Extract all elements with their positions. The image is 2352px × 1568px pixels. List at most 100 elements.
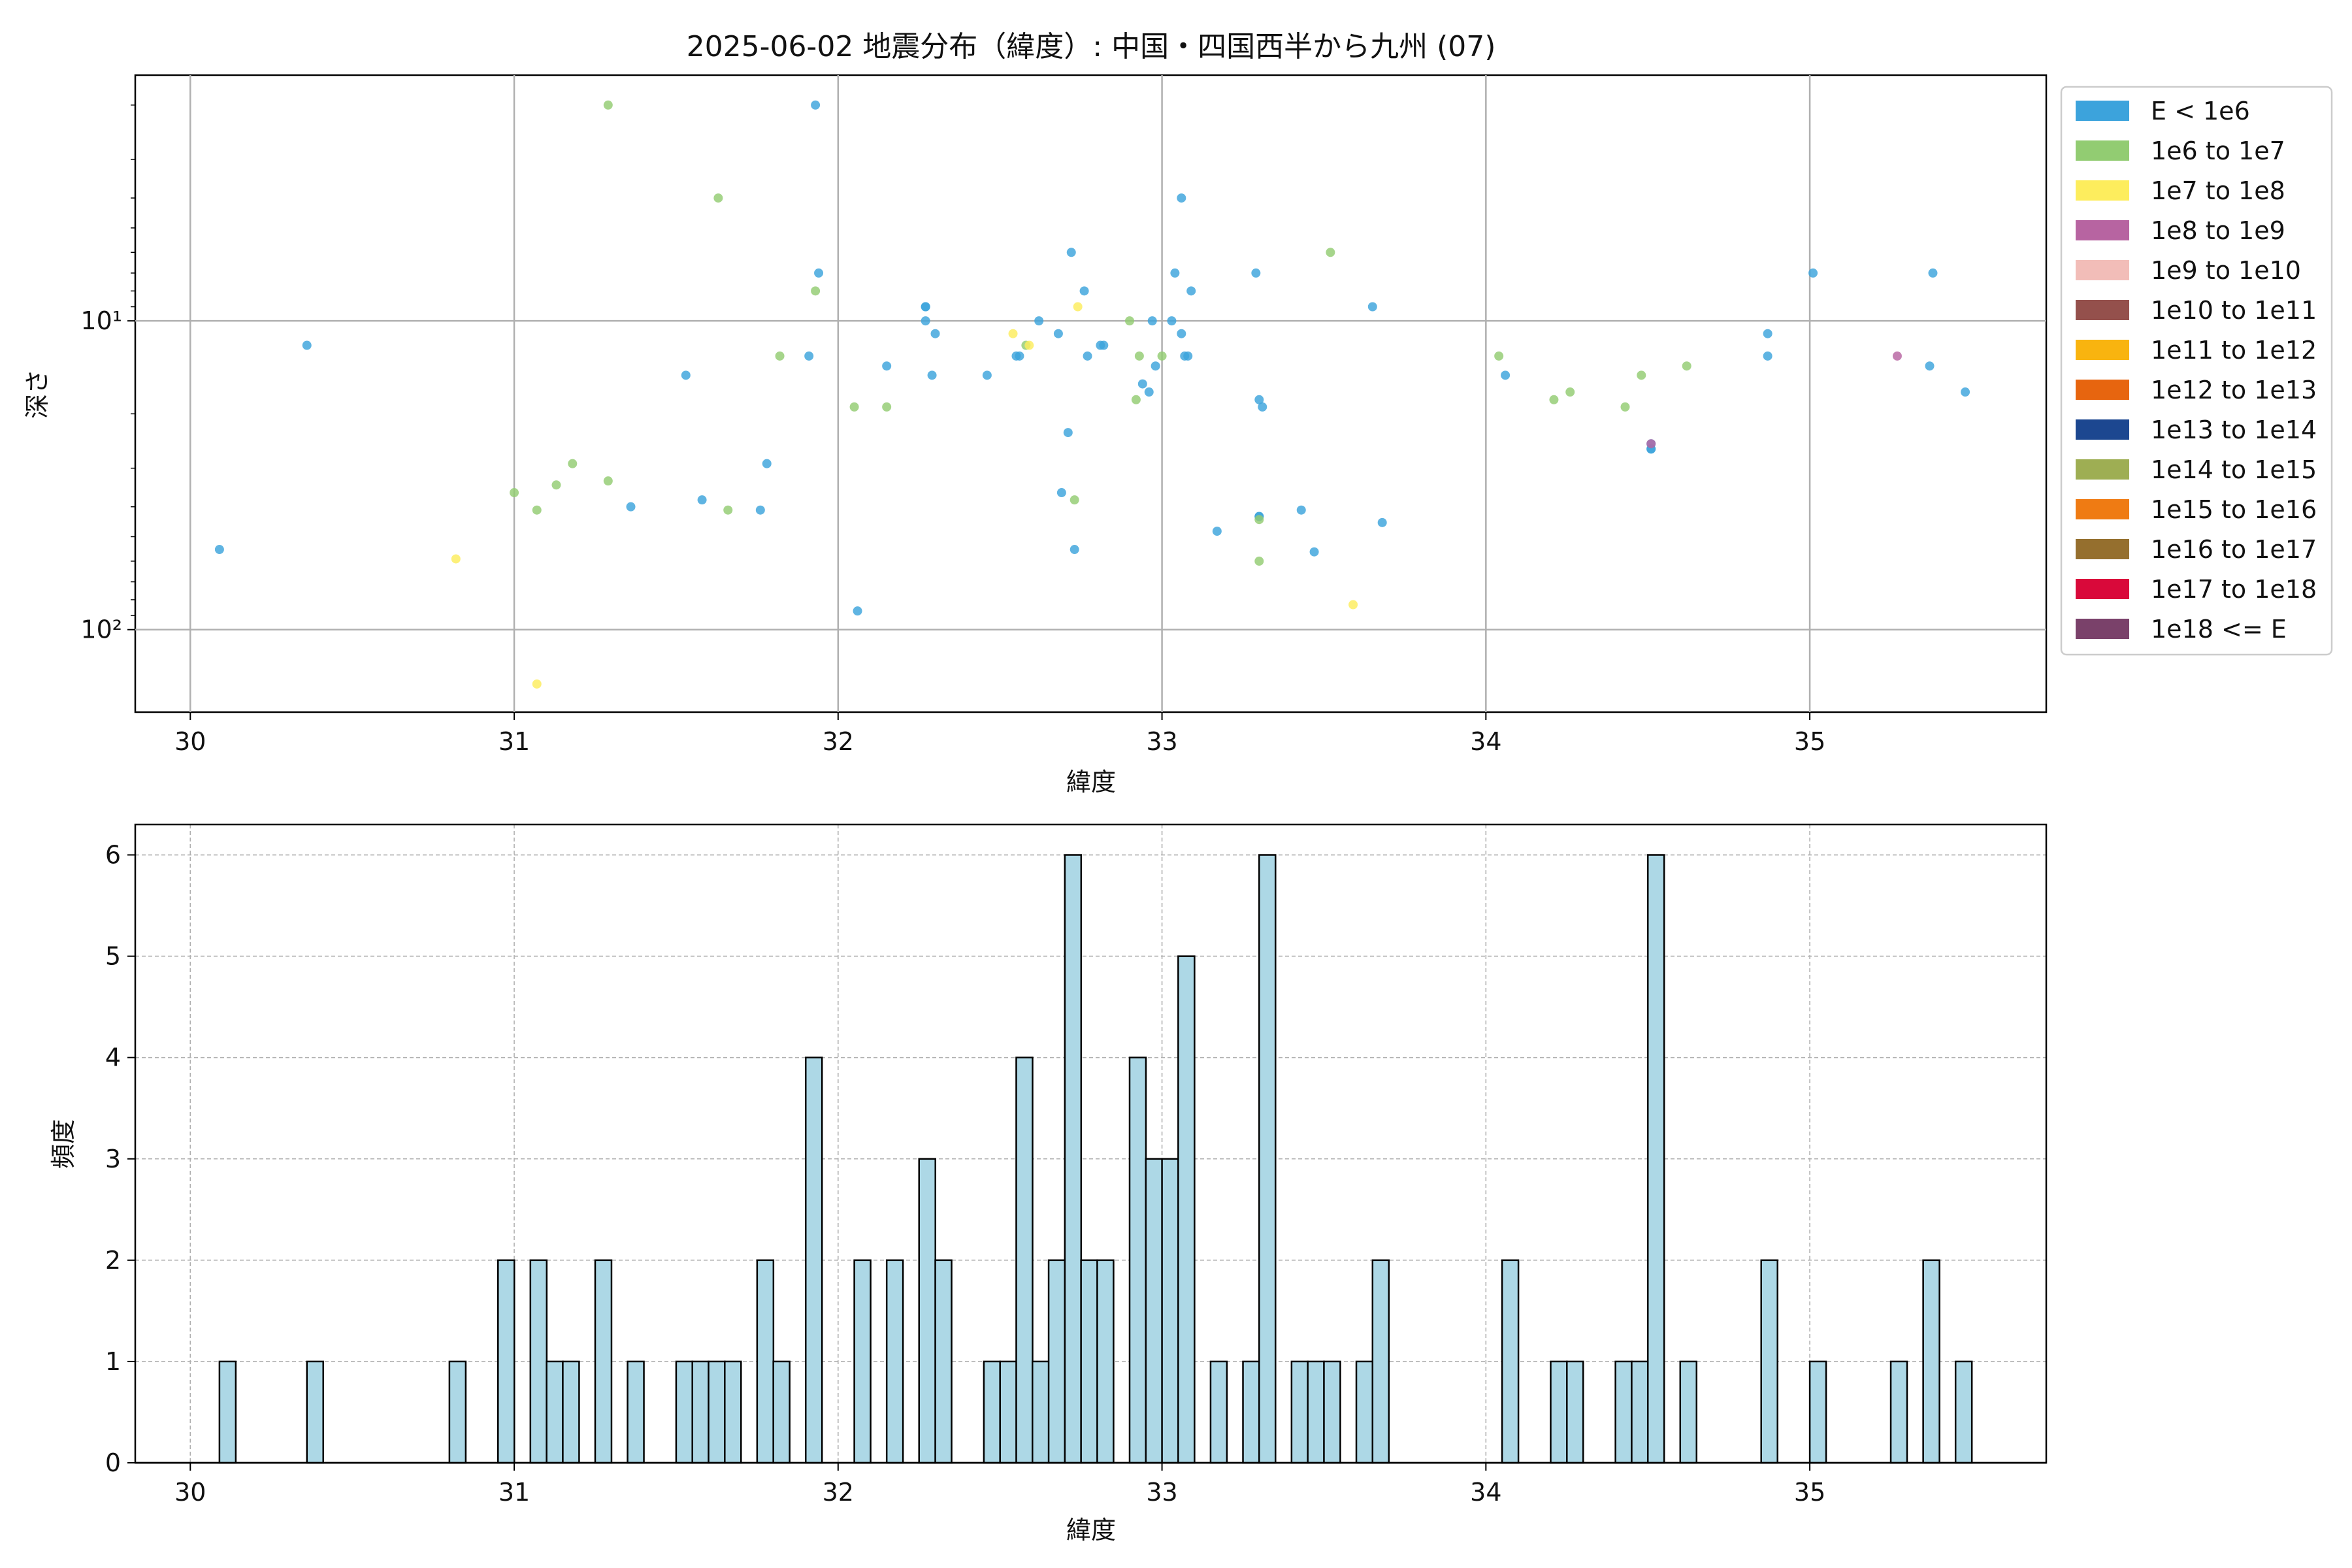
legend-label: 1e17 to 1e18 bbox=[2151, 575, 2317, 604]
scatter-point bbox=[814, 268, 824, 278]
histogram-bar bbox=[1242, 1360, 1260, 1464]
histogram-x-tick-label: 34 bbox=[1470, 1478, 1501, 1507]
scatter-point bbox=[681, 370, 691, 380]
scatter-x-tick-label: 35 bbox=[1794, 727, 1825, 756]
scatter-point bbox=[775, 351, 785, 361]
legend-label: 1e7 to 1e8 bbox=[2151, 176, 2285, 205]
scatter-point bbox=[1183, 351, 1193, 361]
histogram-bar bbox=[448, 1360, 467, 1464]
scatter-point bbox=[1070, 495, 1079, 505]
legend-swatch bbox=[2076, 499, 2129, 519]
scatter-x-tick-label: 32 bbox=[823, 727, 854, 756]
histogram-bar bbox=[1614, 1360, 1633, 1464]
scatter-point bbox=[1348, 600, 1358, 610]
scatter-point bbox=[1494, 351, 1504, 361]
scatter-point bbox=[762, 459, 772, 468]
histogram-bar bbox=[1209, 1360, 1228, 1464]
histogram-bar bbox=[1550, 1360, 1568, 1464]
histogram-bar bbox=[934, 1259, 953, 1464]
scatter-point bbox=[921, 302, 930, 312]
histogram-bar bbox=[562, 1360, 580, 1464]
scatter-point bbox=[1367, 302, 1377, 312]
scatter-point bbox=[1251, 268, 1261, 278]
histogram-x-tick-label: 30 bbox=[174, 1478, 206, 1507]
histogram-bar bbox=[804, 1056, 823, 1464]
legend-label: 1e16 to 1e17 bbox=[2151, 535, 2317, 564]
scatter-y-tick-label: 10¹ bbox=[80, 306, 122, 335]
scatter-point bbox=[1034, 316, 1044, 326]
histogram-y-axis-label: 頻度 bbox=[49, 1119, 78, 1169]
scatter-point bbox=[811, 286, 821, 296]
legend-swatch bbox=[2076, 260, 2129, 280]
scatter-x-tick-label: 34 bbox=[1470, 727, 1501, 756]
scatter-point bbox=[1925, 361, 1935, 371]
legend-swatch bbox=[2076, 340, 2129, 360]
scatter-point bbox=[849, 402, 859, 412]
scatter-point bbox=[1024, 340, 1034, 350]
scatter-point bbox=[532, 679, 542, 689]
scatter-point bbox=[1254, 515, 1264, 525]
legend-label: E < 1e6 bbox=[2151, 97, 2250, 125]
histogram-bar bbox=[1161, 1158, 1179, 1464]
scatter-point bbox=[1501, 370, 1511, 380]
scatter-point bbox=[1073, 302, 1083, 312]
histogram-y-tick-label: 5 bbox=[105, 942, 121, 971]
legend-frame bbox=[2060, 86, 2333, 656]
scatter-point bbox=[1147, 316, 1157, 326]
legend-label: 1e8 to 1e9 bbox=[2151, 216, 2285, 245]
legend-swatch bbox=[2076, 419, 2129, 440]
scatter-x-tick-label: 33 bbox=[1146, 727, 1177, 756]
histogram-y-tick-label: 3 bbox=[105, 1145, 121, 1173]
histogram-bar bbox=[1808, 1360, 1827, 1464]
legend-swatch bbox=[2076, 300, 2129, 320]
scatter-plot-area: 30 31 32 33 34 35 10¹ 10² bbox=[80, 74, 2048, 756]
scatter-point bbox=[1063, 428, 1073, 438]
scatter-point bbox=[1151, 361, 1160, 371]
scatter-point bbox=[1083, 351, 1092, 361]
scatter-point bbox=[1549, 395, 1559, 404]
histogram-bar bbox=[724, 1360, 742, 1464]
legend-swatch bbox=[2076, 539, 2129, 559]
scatter-point bbox=[1377, 517, 1387, 527]
legend-swatch bbox=[2076, 220, 2129, 240]
scatter-point bbox=[1124, 316, 1134, 326]
histogram-bar bbox=[218, 1360, 237, 1464]
scatter-x-ticks: 30 31 32 33 34 35 bbox=[174, 712, 1825, 756]
histogram-bar bbox=[1307, 1360, 1325, 1464]
legend-label: 1e9 to 1e10 bbox=[2151, 256, 2301, 285]
scatter-point bbox=[1131, 395, 1141, 404]
scatter-y-ticks: 10¹ 10² bbox=[80, 105, 135, 644]
histogram-bar bbox=[853, 1259, 872, 1464]
legend-swatch bbox=[2076, 459, 2129, 480]
scatter-point bbox=[1212, 527, 1222, 536]
scatter-point bbox=[302, 340, 312, 350]
histogram-bar bbox=[1064, 854, 1083, 1464]
scatter-point bbox=[1186, 286, 1196, 296]
histogram-bar bbox=[529, 1259, 548, 1464]
scatter-point bbox=[697, 495, 707, 505]
histogram-bar bbox=[1922, 1259, 1940, 1464]
histogram-bar bbox=[1646, 854, 1665, 1464]
histogram-x-ticks: 30 31 32 33 34 35 bbox=[174, 1463, 1825, 1507]
histogram-bar bbox=[306, 1360, 324, 1464]
scatter-point bbox=[1892, 351, 1902, 361]
histogram-y-tick-label: 6 bbox=[105, 841, 121, 870]
scatter-point bbox=[1326, 248, 1335, 257]
histogram-bar bbox=[1371, 1259, 1390, 1464]
scatter-point bbox=[1763, 351, 1772, 361]
scatter-point bbox=[1177, 329, 1186, 338]
scatter-point bbox=[1928, 268, 1938, 278]
histogram-bar bbox=[1015, 1056, 1034, 1464]
scatter-point bbox=[1144, 387, 1154, 397]
legend-swatch bbox=[2076, 619, 2129, 639]
scatter-point bbox=[853, 606, 862, 616]
histogram-bar bbox=[691, 1360, 710, 1464]
legend-label: 1e18 <= E bbox=[2151, 615, 2287, 644]
scatter-point bbox=[1015, 351, 1024, 361]
scatter-x-axis-label: 緯度 bbox=[1066, 768, 1116, 796]
scatter-point bbox=[1309, 547, 1319, 557]
scatter-point bbox=[921, 316, 930, 326]
histogram-bar bbox=[983, 1360, 1002, 1464]
scatter-point bbox=[1637, 370, 1646, 380]
histogram-y-tick-label: 1 bbox=[105, 1347, 121, 1376]
